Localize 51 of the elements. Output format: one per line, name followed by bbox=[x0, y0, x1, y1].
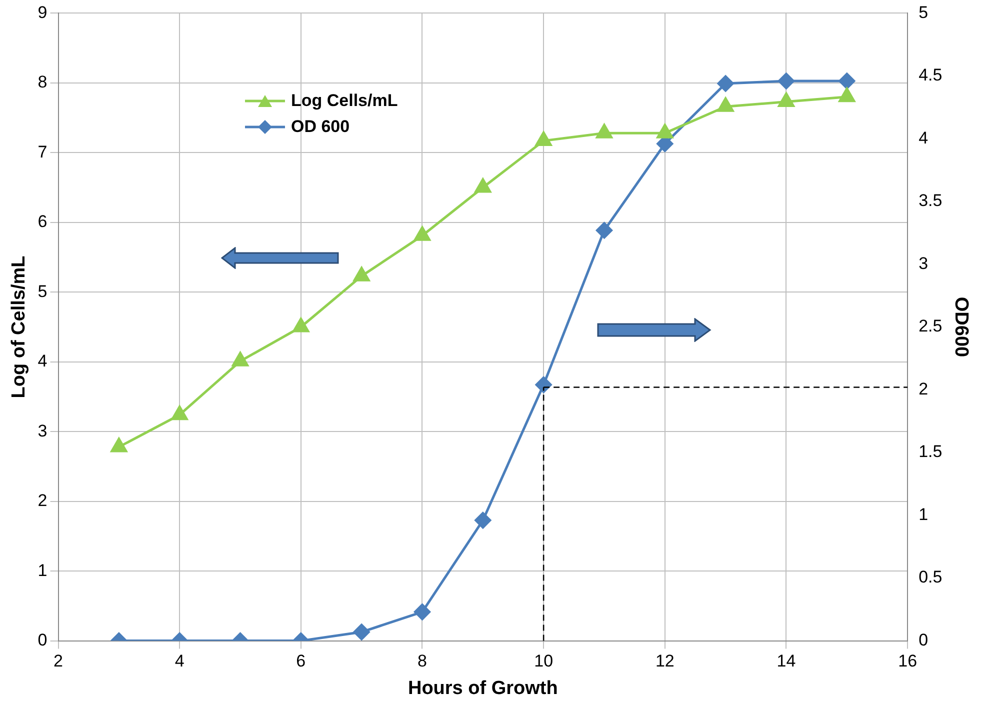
x-axis-title: Hours of Growth bbox=[408, 678, 558, 699]
point bbox=[171, 406, 188, 420]
point bbox=[596, 222, 612, 239]
x-tick-label: 6 bbox=[296, 652, 306, 671]
point bbox=[778, 72, 794, 90]
y2-tick-label: 3.5 bbox=[918, 191, 942, 210]
point bbox=[353, 266, 370, 282]
point bbox=[110, 438, 128, 452]
y-tick-label: 3 bbox=[38, 421, 48, 440]
y2-tick-label: 5 bbox=[918, 2, 928, 22]
point bbox=[292, 318, 310, 332]
y2-tick-label: 2 bbox=[918, 379, 928, 398]
y-tick-label: 1 bbox=[38, 560, 48, 580]
point bbox=[717, 97, 734, 112]
point bbox=[838, 72, 856, 90]
y2-tick-label: 3 bbox=[918, 254, 928, 273]
y-tick-label: 5 bbox=[38, 282, 48, 301]
x-tick-label: 12 bbox=[655, 652, 674, 671]
y2-tick-label: 2.5 bbox=[918, 316, 942, 336]
y2-tick-label: 1 bbox=[918, 504, 928, 524]
y-tick-label: 7 bbox=[38, 142, 48, 162]
x-tick-label: 16 bbox=[898, 652, 918, 671]
point bbox=[535, 132, 552, 146]
x-tick-label: 8 bbox=[418, 652, 427, 671]
point bbox=[232, 352, 248, 366]
point bbox=[656, 124, 674, 138]
x-tick-label: 2 bbox=[54, 652, 63, 671]
x-tick-label: 4 bbox=[174, 652, 184, 671]
y2-axis-title: OD600 bbox=[950, 296, 972, 358]
y2-tick-label: 1.5 bbox=[918, 442, 942, 462]
point bbox=[474, 178, 492, 193]
x-tick-label: 14 bbox=[776, 652, 796, 671]
y2-tick-label: 0 bbox=[918, 630, 928, 650]
point bbox=[596, 124, 612, 138]
y-tick-label: 0 bbox=[38, 630, 48, 650]
y2-tick-label: 4.5 bbox=[918, 66, 942, 85]
point bbox=[717, 75, 734, 92]
point bbox=[778, 92, 794, 108]
legend-label: OD 600 bbox=[291, 117, 350, 137]
y-axis-title: Log of Cells/mL bbox=[8, 255, 30, 398]
y-tick-label: 2 bbox=[38, 491, 48, 510]
y-tick-label: 4 bbox=[38, 352, 48, 371]
x-tick-label: 10 bbox=[534, 652, 554, 671]
y2-tick-label: 0.5 bbox=[918, 568, 942, 587]
y2-tick-label: 4 bbox=[918, 128, 928, 148]
y-tick-label: 8 bbox=[38, 72, 48, 92]
point bbox=[838, 88, 856, 102]
legend-label: Log Cells/mL bbox=[291, 91, 398, 111]
point bbox=[414, 226, 430, 241]
y-tick-label: 9 bbox=[38, 2, 48, 22]
y-tick-label: 6 bbox=[38, 212, 48, 232]
